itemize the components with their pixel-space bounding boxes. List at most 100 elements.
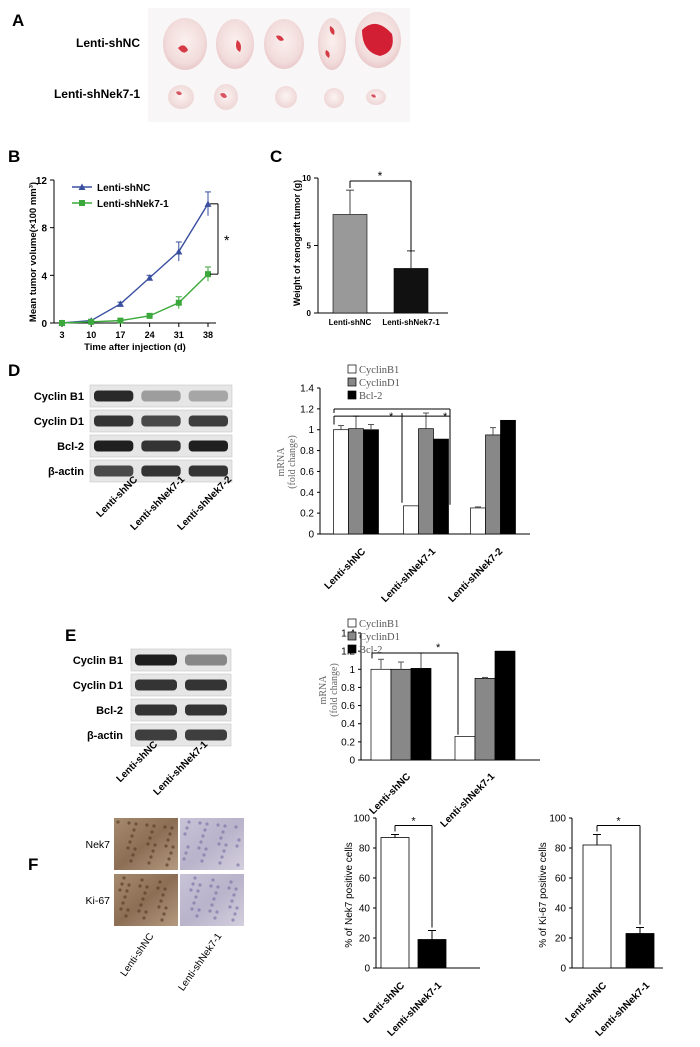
tumor bbox=[216, 19, 254, 69]
ihc-image-grid: Nek7 Ki-67 Lenti-shNC Lenti-shNek7-1 bbox=[85, 818, 244, 993]
blot-band bbox=[141, 465, 181, 477]
ihc-nucleus bbox=[139, 903, 143, 907]
y-axis-label: % of Ki-67 positive cells bbox=[538, 842, 549, 948]
bar bbox=[485, 434, 501, 535]
y-tick-label: 20 bbox=[359, 934, 371, 945]
legend-label: Bcl-2 bbox=[359, 391, 382, 402]
panel-e: E Cyclin B1 Cyclin D1 Bcl-2 β-actin Lenti-sh… bbox=[65, 618, 540, 830]
blot-row-label: Cyclin D1 bbox=[73, 680, 123, 692]
legend-swatch bbox=[347, 364, 357, 374]
ihc-nucleus bbox=[131, 853, 135, 857]
data-point bbox=[116, 300, 124, 307]
ihc-nucleus bbox=[163, 887, 167, 891]
legend-label: CyclinD1 bbox=[359, 632, 400, 643]
ihc-nucleus bbox=[223, 824, 227, 828]
ihc-nucleus bbox=[134, 822, 138, 826]
ihc-nucleus bbox=[194, 895, 198, 899]
bar bbox=[403, 505, 419, 535]
ihc-nucleus bbox=[132, 828, 136, 832]
bar bbox=[418, 428, 434, 535]
y-tick-label: 4 bbox=[41, 271, 47, 282]
significance-star: * bbox=[378, 169, 383, 183]
panel-d: D Cyclin B1 Cyclin D1 Bcl-2 β-actin Lenti-sh… bbox=[8, 361, 530, 605]
ihc-nucleus bbox=[224, 843, 228, 847]
ihc-nucleus bbox=[166, 838, 170, 842]
blot-band bbox=[188, 440, 228, 452]
ihc-nucleus bbox=[147, 861, 151, 865]
y-tick-label: 20 bbox=[555, 934, 567, 945]
y-tick-label: 0 bbox=[364, 964, 370, 975]
x-axis-label: Time after injection (d) bbox=[84, 342, 186, 353]
ihc-nucleus bbox=[205, 822, 209, 826]
ihc-nucleus bbox=[235, 906, 239, 910]
x-tick-label: 10 bbox=[86, 330, 96, 340]
y-tick-label: 0.4 bbox=[300, 488, 314, 499]
data-point bbox=[175, 299, 182, 306]
y-axis-label: mRNA bbox=[276, 447, 287, 477]
ihc-nucleus bbox=[120, 882, 124, 886]
legend-label: Bcl-2 bbox=[359, 645, 382, 656]
ihc-nucleus bbox=[130, 834, 134, 838]
x-tick-label: Lenti-shNek7-1 bbox=[439, 771, 498, 830]
panel-a: A Lenti-shNC Lenti-shNek7-1 bbox=[12, 8, 410, 122]
bar bbox=[390, 668, 412, 761]
data-point bbox=[59, 320, 65, 326]
ihc-nucleus bbox=[198, 883, 202, 887]
legend-label: Lenti-shNC bbox=[97, 183, 150, 194]
blot-band bbox=[188, 465, 228, 477]
blot-row-label: β-actin bbox=[87, 730, 123, 742]
ihc-nucleus bbox=[170, 826, 174, 830]
tumor bbox=[324, 88, 344, 108]
data-point bbox=[146, 312, 153, 319]
y-tick-label: 0.6 bbox=[341, 701, 355, 712]
blot-band bbox=[135, 729, 177, 741]
x-tick-label: Lenti-shNC bbox=[368, 771, 413, 816]
x-tick-label: 17 bbox=[115, 330, 125, 340]
ihc-nucleus bbox=[148, 836, 152, 840]
tumors-shnc bbox=[163, 12, 401, 70]
tumor-blood-spot bbox=[220, 93, 227, 98]
y-tick-label: 0 bbox=[41, 319, 47, 330]
blot-lane-label: Lenti-shNek7-1 bbox=[152, 739, 211, 798]
blot-band bbox=[185, 704, 227, 716]
ihc-nucleus bbox=[216, 823, 220, 827]
legend-label: CyclinB1 bbox=[359, 365, 399, 376]
ihc-nucleus bbox=[149, 855, 153, 859]
y-tick-label: 1 bbox=[349, 665, 355, 676]
blot-band bbox=[135, 704, 177, 716]
ihc-nucleus bbox=[140, 878, 144, 882]
ihc-image-tile bbox=[180, 818, 244, 870]
data-point bbox=[88, 318, 95, 325]
ihc-nucleus bbox=[119, 907, 123, 911]
significance-star: * bbox=[443, 411, 448, 423]
ihc-nucleus bbox=[118, 888, 122, 892]
ihc-nucleus bbox=[198, 821, 202, 825]
y-tick-label: 40 bbox=[555, 904, 567, 915]
ihc-nucleus bbox=[125, 889, 129, 893]
panel-b: B 0 4 8 12 3 10 17 24 31 38 Time after injection (… bbox=[8, 147, 230, 353]
ihc-nucleus bbox=[164, 844, 168, 848]
ihc-nucleus bbox=[163, 825, 167, 829]
y-tick-label: 0 bbox=[308, 530, 314, 541]
panel-label-a: A bbox=[12, 11, 24, 30]
tumor-blood-spot bbox=[325, 26, 335, 58]
ihc-nucleus bbox=[195, 914, 199, 918]
x-tick-label: Lenti-shNC bbox=[323, 546, 368, 591]
ihc-nucleus bbox=[182, 857, 186, 861]
ihc-nucleus bbox=[164, 906, 168, 910]
y-tick-label: 0.2 bbox=[341, 737, 355, 748]
y-tick-label: 0.8 bbox=[300, 446, 314, 457]
ihc-nucleus bbox=[187, 820, 191, 824]
ihc-nucleus bbox=[145, 885, 149, 889]
bar bbox=[433, 438, 449, 535]
x-tick-label: Lenti-shNC bbox=[329, 318, 372, 327]
ihc-nucleus bbox=[200, 859, 204, 863]
ihc-nucleus bbox=[218, 861, 222, 865]
legend-marker bbox=[78, 183, 86, 190]
y-tick-label: 60 bbox=[555, 874, 567, 885]
ihc-nucleus bbox=[167, 857, 171, 861]
tumor-blood-spot bbox=[362, 23, 393, 56]
legend-swatch bbox=[347, 390, 357, 400]
ihc-nucleus bbox=[230, 899, 234, 903]
bar bbox=[474, 678, 496, 761]
